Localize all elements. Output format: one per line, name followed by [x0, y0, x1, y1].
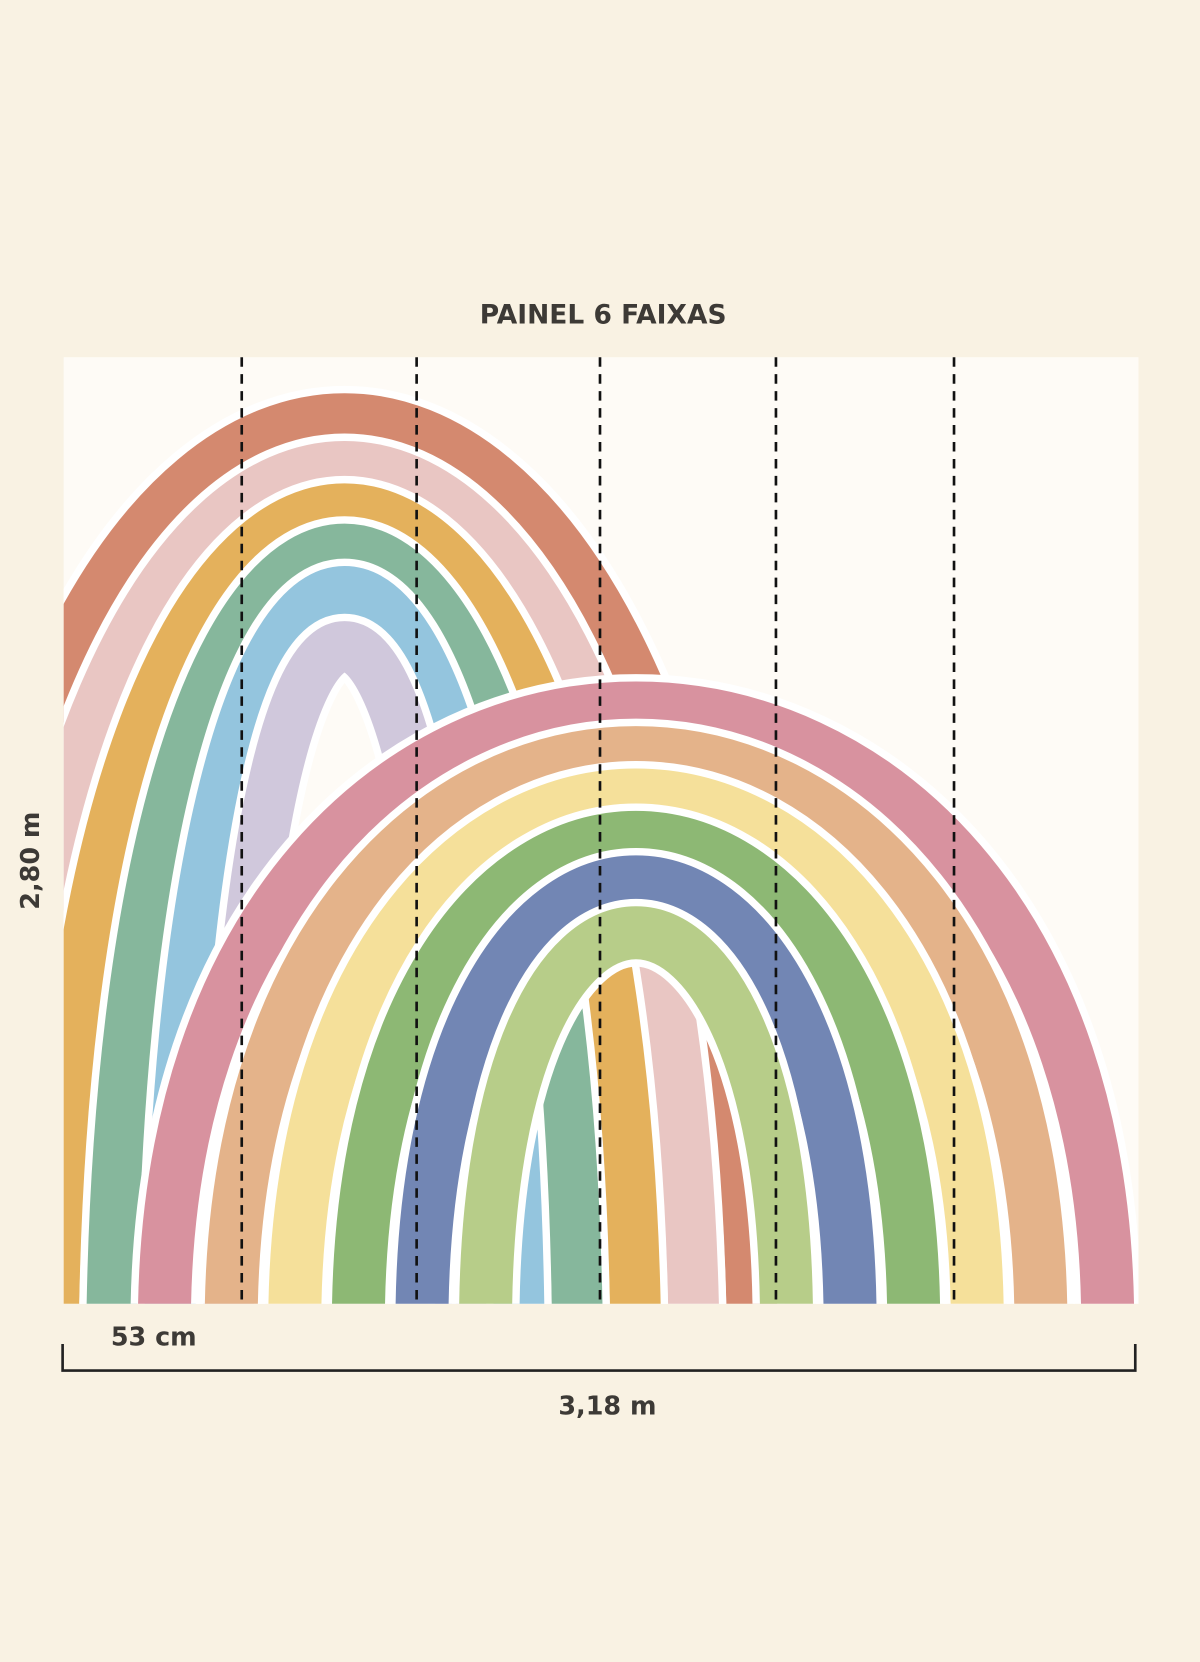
rainbow-band [332, 810, 940, 1304]
rainbow-band [459, 906, 813, 1304]
rainbow-band [205, 726, 1068, 1304]
rainbow-illustration [63, 386, 1139, 1304]
strip-dividers [240, 357, 956, 1304]
rainbow-band [138, 681, 1134, 1304]
total-width-label: 3,18 m [558, 1391, 656, 1421]
height-label: 2,80 m [15, 812, 45, 910]
rainbow-band [268, 768, 1004, 1304]
strip-width-label: 53 cm [111, 1322, 197, 1352]
rainbow-band [395, 855, 877, 1304]
title: PAINEL 6 FAIXAS [480, 299, 727, 330]
width-bracket [61, 1344, 1137, 1372]
